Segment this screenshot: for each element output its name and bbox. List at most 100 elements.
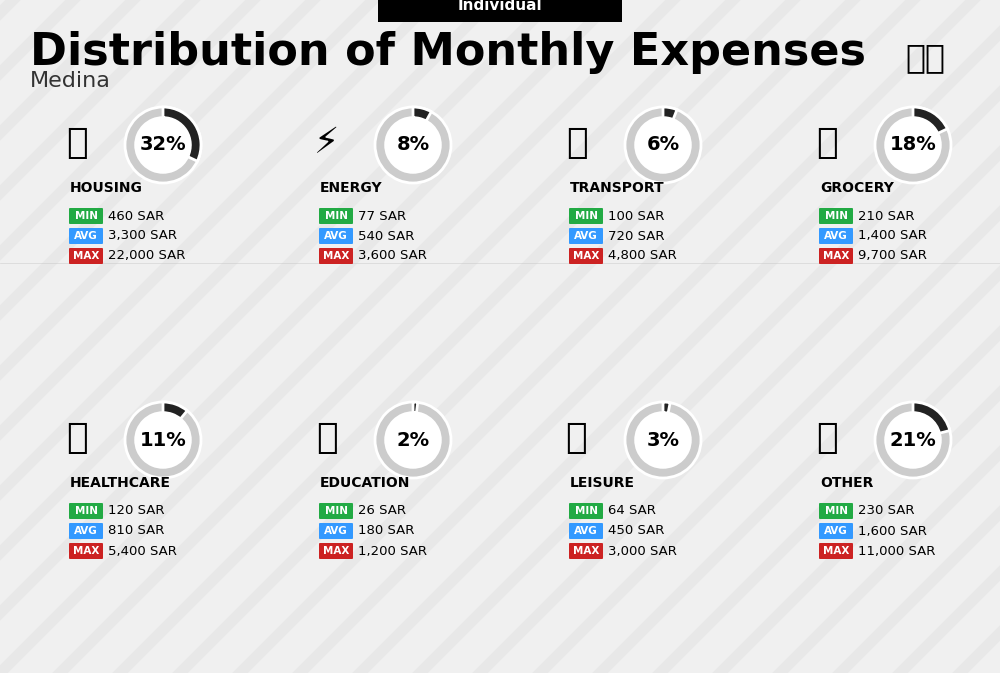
Circle shape [636,413,690,467]
Wedge shape [163,107,201,161]
FancyBboxPatch shape [69,503,103,519]
FancyBboxPatch shape [819,503,853,519]
Text: 1,600 SAR: 1,600 SAR [858,524,927,538]
Text: 810 SAR: 810 SAR [108,524,164,538]
Text: 18%: 18% [890,135,936,155]
FancyBboxPatch shape [819,208,853,224]
Text: 450 SAR: 450 SAR [608,524,664,538]
FancyBboxPatch shape [319,248,353,264]
Circle shape [386,118,440,172]
Text: MAX: MAX [323,251,349,261]
Text: 1,200 SAR: 1,200 SAR [358,544,427,557]
Text: 2%: 2% [396,431,430,450]
Text: 🛍️: 🛍️ [566,421,588,455]
Wedge shape [625,107,701,183]
Text: 100 SAR: 100 SAR [608,209,664,223]
FancyBboxPatch shape [819,228,853,244]
Circle shape [886,118,940,172]
Wedge shape [163,402,187,419]
Text: MIN: MIN [574,211,598,221]
Wedge shape [125,107,201,183]
Text: AVG: AVG [324,526,348,536]
Text: 11%: 11% [140,431,186,450]
Text: 3,300 SAR: 3,300 SAR [108,229,177,242]
Wedge shape [375,402,451,478]
FancyBboxPatch shape [319,503,353,519]
FancyBboxPatch shape [69,228,103,244]
Text: 11,000 SAR: 11,000 SAR [858,544,935,557]
Text: 120 SAR: 120 SAR [108,505,164,518]
Text: Medina: Medina [30,71,111,91]
FancyBboxPatch shape [378,0,622,22]
FancyBboxPatch shape [569,248,603,264]
FancyBboxPatch shape [319,228,353,244]
FancyBboxPatch shape [569,503,603,519]
Text: MAX: MAX [823,251,849,261]
Text: 77 SAR: 77 SAR [358,209,406,223]
Text: 6%: 6% [646,135,680,155]
Text: MIN: MIN [74,211,98,221]
Text: 22,000 SAR: 22,000 SAR [108,250,185,262]
Text: MIN: MIN [324,506,348,516]
Text: 4,800 SAR: 4,800 SAR [608,250,677,262]
Text: MAX: MAX [823,546,849,556]
Circle shape [636,118,690,172]
Text: 🏢: 🏢 [66,126,88,160]
Wedge shape [663,107,677,120]
Text: 3,600 SAR: 3,600 SAR [358,250,427,262]
Text: MAX: MAX [573,251,599,261]
Text: EDUCATION: EDUCATION [320,476,410,490]
Text: 460 SAR: 460 SAR [108,209,164,223]
Wedge shape [913,107,947,133]
Text: 🇸🇦: 🇸🇦 [905,40,945,74]
Text: 9,700 SAR: 9,700 SAR [858,250,927,262]
Text: 21%: 21% [890,431,936,450]
Text: ENERGY: ENERGY [320,181,383,195]
Text: AVG: AVG [74,231,98,241]
FancyBboxPatch shape [69,543,103,559]
Circle shape [386,413,440,467]
Text: 5,400 SAR: 5,400 SAR [108,544,177,557]
Text: AVG: AVG [324,231,348,241]
FancyBboxPatch shape [69,523,103,539]
Wedge shape [625,402,701,478]
Text: MIN: MIN [74,506,98,516]
Text: MAX: MAX [73,546,99,556]
Text: 180 SAR: 180 SAR [358,524,414,538]
Text: AVG: AVG [574,231,598,241]
Wedge shape [375,107,451,183]
Wedge shape [413,107,431,121]
FancyBboxPatch shape [819,543,853,559]
FancyBboxPatch shape [319,543,353,559]
Wedge shape [125,402,201,478]
Wedge shape [875,107,951,183]
Text: MAX: MAX [73,251,99,261]
Text: 8%: 8% [396,135,430,155]
Text: TRANSPORT: TRANSPORT [570,181,665,195]
Text: 🛒: 🛒 [816,126,838,160]
Text: GROCERY: GROCERY [820,181,894,195]
Text: 💊: 💊 [66,421,88,455]
Text: 230 SAR: 230 SAR [858,505,914,518]
Text: MIN: MIN [574,506,598,516]
Text: MAX: MAX [323,546,349,556]
Wedge shape [413,402,418,413]
Text: MIN: MIN [824,211,848,221]
Text: LEISURE: LEISURE [570,476,635,490]
Text: 720 SAR: 720 SAR [608,229,664,242]
FancyBboxPatch shape [319,208,353,224]
Text: OTHER: OTHER [820,476,873,490]
Text: 32%: 32% [140,135,186,155]
Text: AVG: AVG [74,526,98,536]
Wedge shape [913,402,950,433]
Text: HOUSING: HOUSING [70,181,143,195]
Text: Distribution of Monthly Expenses: Distribution of Monthly Expenses [30,32,866,75]
Circle shape [136,118,190,172]
Wedge shape [875,402,951,478]
FancyBboxPatch shape [69,248,103,264]
Circle shape [886,413,940,467]
Text: 1,400 SAR: 1,400 SAR [858,229,927,242]
FancyBboxPatch shape [69,208,103,224]
FancyBboxPatch shape [569,208,603,224]
Circle shape [136,413,190,467]
